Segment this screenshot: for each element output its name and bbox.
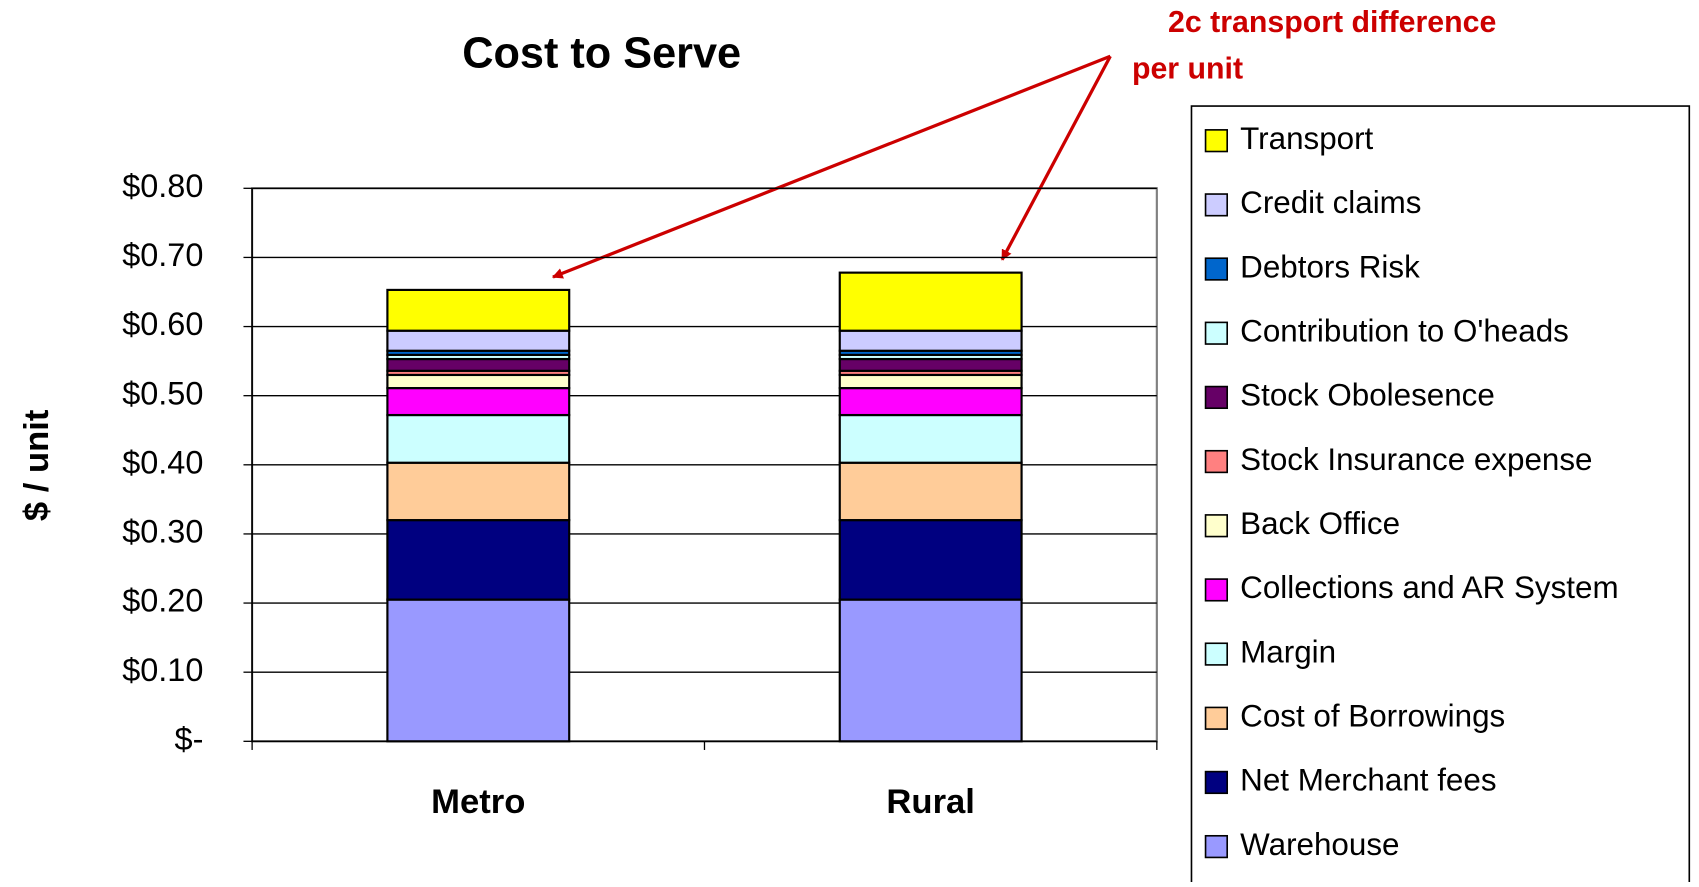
legend-swatch (1204, 193, 1229, 217)
legend (1190, 105, 1691, 887)
legend-label: Debtors Risk (1240, 249, 1420, 284)
annotation-arrow (1000, 55, 1112, 261)
bar-segment (838, 329, 1023, 352)
legend-label: Net Merchant fees (1240, 763, 1496, 798)
legend-label: Credit claims (1240, 185, 1421, 220)
legend-swatch (1204, 770, 1229, 795)
legend-label: Collections and AR System (1240, 570, 1618, 605)
legend-label: Contribution to O'heads (1240, 314, 1569, 349)
legend-swatch (1204, 257, 1229, 281)
bar-segment (386, 386, 571, 417)
legend-label: Warehouse (1240, 827, 1399, 862)
y-tick-label: $0.30 (122, 514, 203, 550)
chart-title: Cost to Serve (462, 30, 741, 78)
y-tick-label: $0.40 (122, 444, 203, 480)
legend-label: Stock Obolesence (1240, 378, 1495, 413)
legend-swatch (1204, 642, 1229, 666)
bar-segment (838, 271, 1023, 332)
x-tick-label: Metro (431, 783, 525, 821)
annotation: per unit (1132, 52, 1243, 85)
bar-segment (838, 386, 1023, 417)
legend-label: Back Office (1240, 506, 1400, 541)
y-axis-label: $ / unit (18, 409, 56, 521)
bar-segment (386, 329, 571, 352)
y-tick-label: $0.50 (122, 375, 203, 411)
bar-segment (386, 598, 571, 743)
bar-segment (838, 373, 1023, 390)
bar-segment (386, 373, 571, 390)
legend-swatch (1204, 514, 1229, 538)
legend-label: Stock Insurance expense (1240, 442, 1592, 477)
bar-segment (386, 357, 571, 372)
y-tick-label: $0.10 (122, 652, 203, 688)
bar-segment (386, 413, 571, 464)
bar-segment (386, 461, 571, 522)
legend-swatch (1204, 129, 1229, 153)
bar-segment (838, 461, 1023, 522)
bar-segment (838, 413, 1023, 464)
x-tick-label: Rural (886, 783, 975, 821)
y-tick-label: $0.80 (122, 168, 203, 204)
legend-swatch (1204, 321, 1229, 345)
bar-segment (838, 357, 1023, 372)
annotation: 2c transport difference (1168, 6, 1496, 39)
legend-label: Transport (1240, 121, 1373, 156)
legend-swatch (1204, 706, 1229, 730)
y-tick-label: $- (175, 721, 204, 757)
y-tick-label: $0.70 (122, 237, 203, 273)
bar-segment (838, 598, 1023, 743)
y-tick-label: $0.20 (122, 583, 203, 619)
bar-segment (386, 288, 571, 332)
annotation-arrow (551, 54, 1111, 279)
legend-label: Cost of Borrowings (1240, 699, 1505, 734)
legend-swatch (1204, 834, 1229, 859)
legend-swatch (1204, 385, 1229, 410)
legend-label: Margin (1240, 634, 1336, 669)
y-tick-label: $0.60 (122, 306, 203, 342)
legend-swatch (1204, 578, 1229, 602)
legend-swatch (1204, 449, 1229, 474)
bar-segment (386, 519, 571, 601)
bar-segment (838, 519, 1023, 601)
